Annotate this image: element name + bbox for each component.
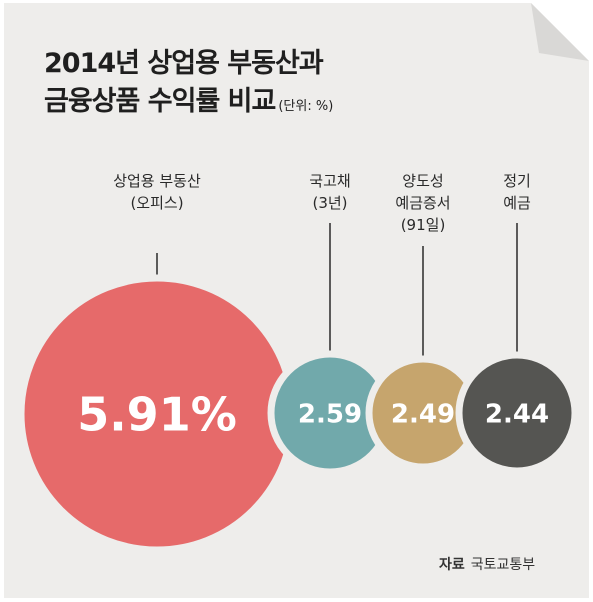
category-label-treasury-2: (3년) — [312, 194, 347, 212]
infographic-card: 2014년 상업용 부동산과 금융상품 수익률 비교 (단위: %) 상업용 부동… — [4, 3, 589, 598]
source-note: 자료 국토교통부 — [439, 554, 535, 574]
category-label-commercial-1: 상업용 부동산 — [113, 172, 201, 190]
bubble-value-bond: 2.49 — [391, 399, 455, 429]
folded-corner — [531, 3, 589, 61]
category-label-deposit-1: 정기 — [503, 172, 531, 190]
category-label-deposit-2: 예금 — [503, 194, 531, 212]
source-label: 자료 — [439, 557, 465, 573]
bubble-value-deposit: 2.44 — [485, 399, 549, 429]
category-label-bond-2: 예금증서 — [395, 194, 450, 212]
source-value: 국토교통부 — [470, 557, 536, 573]
category-label-bond-3: (91일) — [401, 216, 446, 234]
category-label-commercial-2: (오피스) — [130, 194, 183, 212]
chart-title: 2014년 상업용 부동산과 금융상품 수익률 비교 (단위: %) — [44, 45, 333, 126]
bubble-group-treasury: 국고채 (3년) 2.59 — [267, 172, 393, 476]
category-label-bond-1: 양도성 — [402, 172, 443, 190]
title-line-2: 금융상품 수익률 비교 — [44, 86, 276, 117]
category-label-treasury-1: 국고채 — [309, 172, 350, 190]
bubble-value-commercial: 5.91% — [77, 388, 237, 442]
title-line-1: 2014년 상업용 부동산과 — [44, 48, 324, 79]
unit-label: (단위: %) — [278, 99, 334, 114]
bubble-value-treasury: 2.59 — [298, 399, 362, 429]
bubble-group-commercial: 상업용 부동산 (오피스) 5.91% — [17, 172, 297, 554]
bubble-deposit — [455, 351, 579, 475]
